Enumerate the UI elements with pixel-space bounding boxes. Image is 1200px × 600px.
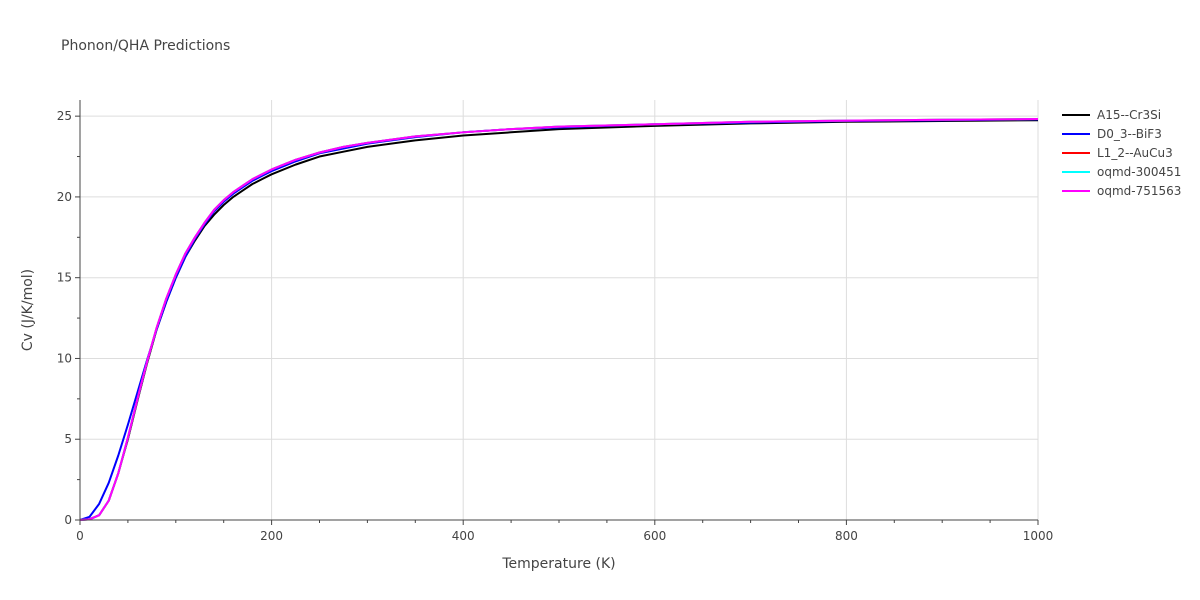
tick-labels: 0 200 400 600 800 1000 0 5 10 15 20 25: [57, 109, 1054, 543]
legend-label-4: oqmd-751563: [1097, 184, 1181, 198]
grid: [80, 100, 1039, 520]
legend-label-1: D0_3--BiF3: [1097, 127, 1162, 141]
legend-label-0: A15--Cr3Si: [1097, 108, 1161, 122]
series-line-4: [79, 118, 1039, 521]
y-axis-title: Cv (J/K/mol): [20, 269, 36, 351]
legend[interactable]: A15--Cr3Si D0_3--BiF3 L1_2--AuCu3 oqmd-3004…: [1062, 108, 1181, 198]
series-line-2: [79, 118, 1039, 521]
series-line-3: [79, 118, 1039, 521]
y-tick-label-4: 20: [57, 190, 72, 204]
x-tick-label-1: 200: [260, 529, 283, 543]
legend-item-2[interactable]: L1_2--AuCu3: [1062, 146, 1173, 160]
legend-item-4[interactable]: oqmd-751563: [1062, 184, 1181, 198]
axes: [75, 100, 1039, 525]
legend-label-3: oqmd-300451: [1097, 165, 1181, 179]
legend-item-1[interactable]: D0_3--BiF3: [1062, 127, 1162, 141]
y-tick-label-3: 15: [57, 271, 72, 285]
legend-item-3[interactable]: oqmd-300451: [1062, 165, 1181, 179]
series-line-1: [79, 118, 1039, 521]
x-axis-title: Temperature (K): [501, 556, 615, 572]
y-tick-label-1: 5: [64, 432, 72, 446]
y-tick-label-2: 10: [57, 351, 72, 365]
series-line-0: [79, 119, 1039, 521]
legend-item-0[interactable]: A15--Cr3Si: [1062, 108, 1161, 122]
plot-area: [79, 118, 1039, 521]
x-tick-label-4: 800: [835, 529, 858, 543]
x-tick-label-0: 0: [76, 529, 84, 543]
x-tick-label-5: 1000: [1023, 529, 1054, 543]
chart-title: Phonon/QHA Predictions: [61, 38, 230, 54]
x-tick-label-3: 600: [643, 529, 666, 543]
y-tick-label-0: 0: [64, 513, 72, 527]
x-tick-label-2: 400: [452, 529, 475, 543]
legend-label-2: L1_2--AuCu3: [1097, 146, 1173, 160]
y-tick-label-5: 25: [57, 109, 72, 123]
